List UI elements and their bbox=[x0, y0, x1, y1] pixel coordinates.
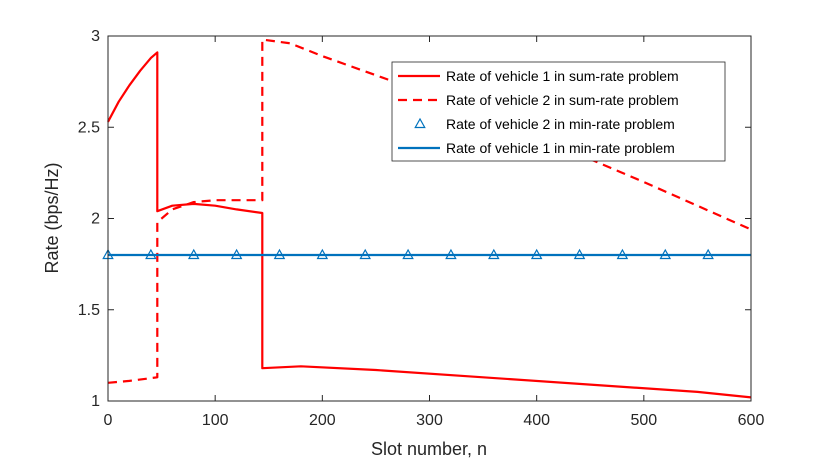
legend-box bbox=[391, 61, 726, 162]
legend-label-v1-sum-rate: Rate of vehicle 1 in sum-rate problem bbox=[446, 68, 679, 84]
y-axis-label: Rate (bps/Hz) bbox=[42, 162, 62, 273]
x-tick-label: 100 bbox=[202, 412, 229, 429]
legend-label-v2-sum-rate: Rate of vehicle 2 in sum-rate problem bbox=[446, 92, 679, 108]
x-tick-label: 400 bbox=[523, 412, 550, 429]
series-line-v1-sum-rate bbox=[107, 51, 752, 399]
series-layer bbox=[102, 38, 752, 399]
y-tick-label: 1.5 bbox=[78, 302, 100, 319]
x-tick-label: 0 bbox=[104, 412, 113, 429]
x-tick-label: 300 bbox=[416, 412, 443, 429]
legend: Rate of vehicle 1 in sum-rate problem Rat… bbox=[391, 61, 726, 162]
y-tick-label: 1 bbox=[91, 393, 100, 410]
legend-marker-v2-min-rate bbox=[414, 117, 426, 129]
legend-label-v2-min-rate: Rate of vehicle 2 in min-rate problem bbox=[446, 116, 675, 132]
y-tick-label: 2.5 bbox=[78, 119, 100, 136]
x-tick-label: 200 bbox=[309, 412, 336, 429]
y-tick-label: 2 bbox=[91, 211, 100, 228]
y-axis-ticks: 1 1.5 2 2.5 3 bbox=[78, 28, 751, 410]
legend-label-v1-min-rate: Rate of vehicle 1 in min-rate problem bbox=[446, 140, 675, 156]
x-tick-label: 600 bbox=[738, 412, 765, 429]
x-axis-ticks: 0 100 200 300 400 500 600 bbox=[104, 36, 765, 429]
x-tick-label: 500 bbox=[630, 412, 657, 429]
x-axis-label: Slot number, n bbox=[371, 439, 487, 459]
y-tick-label: 3 bbox=[91, 28, 100, 45]
